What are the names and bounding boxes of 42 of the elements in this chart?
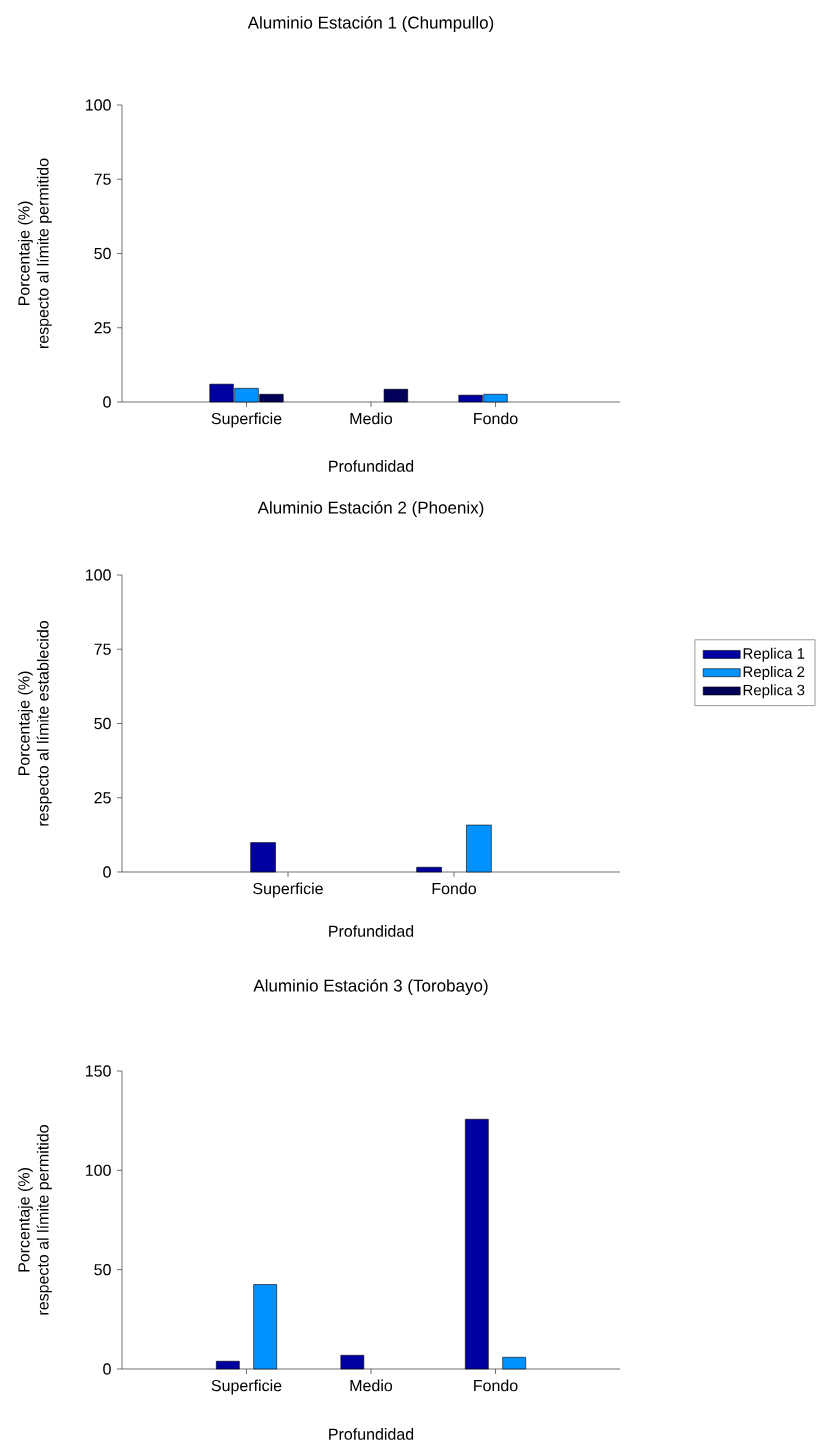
y-tick-label: 100: [85, 569, 111, 581]
y-tick-label: 150: [85, 1065, 111, 1077]
y-tick-label: 50: [94, 247, 111, 260]
chart-title: Aluminio Estación 3 (Torobayo): [253, 978, 488, 996]
y-tick-label: 25: [94, 792, 111, 804]
x-tick-label: Fondo: [432, 882, 476, 895]
bar: [416, 866, 442, 873]
x-tick-label: Superficie: [253, 882, 323, 898]
y-tick-label: 25: [94, 322, 111, 334]
y-tick-label: 75: [94, 173, 111, 185]
x-tick-label: Superficie: [211, 1379, 282, 1395]
y-tick-label: 50: [94, 1264, 111, 1276]
x-tick-label: Superficie: [211, 412, 282, 428]
x-axis-title: Profundidad: [329, 1428, 414, 1440]
y-tick-label: 100: [85, 99, 111, 111]
y-tick-label: 50: [94, 717, 111, 730]
chart-title: Aluminio Estación 1 (Chumpullo): [247, 15, 494, 33]
bar: [216, 1360, 240, 1370]
y-axis-title: Porcentaje (%) respecto al límite establecido: [17, 621, 52, 826]
y-tick-label: 75: [94, 643, 111, 655]
legend-label: Replica 3: [743, 684, 805, 699]
x-axis-title: Profundidad: [329, 460, 414, 472]
y-axis-title: Porcentaje (%) respecto al límite permitido: [17, 158, 52, 349]
y-tick-label: 0: [103, 866, 111, 878]
legend-label: Replica 1: [743, 647, 805, 662]
x-tick-label: Medio: [350, 1379, 393, 1392]
chart-title: Aluminio Estación 2 (Phoenix): [257, 500, 484, 517]
bar: [465, 1118, 489, 1370]
x-tick-label: Fondo: [474, 1379, 518, 1392]
y-tick-label: 100: [85, 1164, 111, 1176]
bar: [340, 1354, 365, 1370]
legend-label: Replica 2: [743, 666, 805, 681]
bar: [253, 1284, 277, 1370]
x-tick-label: Medio: [350, 412, 393, 425]
bar: [502, 1356, 526, 1370]
y-tick-label: 0: [103, 396, 111, 408]
y-axis-title: Porcentaje (%) respecto al límite permitido: [17, 1125, 52, 1315]
bar: [250, 842, 276, 873]
bar: [466, 824, 492, 873]
y-tick-label: 0: [103, 1363, 111, 1375]
x-tick-label: Fondo: [474, 412, 518, 425]
x-axis-title: Profundidad: [329, 925, 414, 937]
